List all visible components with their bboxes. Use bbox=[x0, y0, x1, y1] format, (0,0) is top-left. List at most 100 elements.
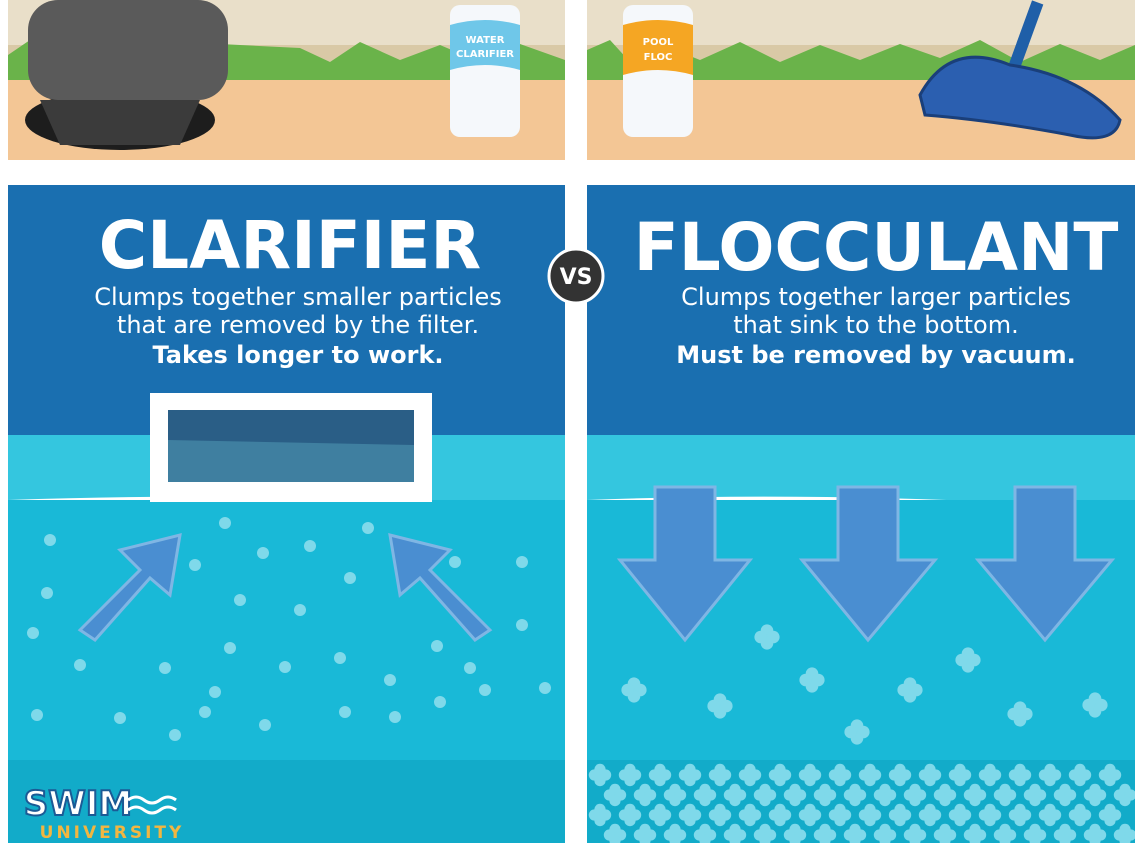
particle bbox=[619, 809, 630, 820]
particle bbox=[784, 789, 795, 800]
particle bbox=[1024, 829, 1035, 840]
particle bbox=[799, 674, 812, 687]
title: FLOCCULANT bbox=[634, 209, 1119, 286]
bottle-label: POOL bbox=[643, 37, 674, 48]
particle bbox=[257, 547, 269, 559]
emphasis: Must be removed by vacuum. bbox=[676, 341, 1076, 369]
particle bbox=[634, 789, 645, 800]
particle bbox=[844, 829, 855, 840]
particle bbox=[664, 789, 675, 800]
particle bbox=[1024, 789, 1035, 800]
particle bbox=[604, 789, 615, 800]
particle bbox=[754, 789, 765, 800]
particle bbox=[1099, 809, 1110, 820]
particle bbox=[897, 684, 910, 697]
particle bbox=[189, 559, 201, 571]
particle bbox=[1114, 829, 1125, 840]
particle bbox=[294, 604, 306, 616]
particle bbox=[589, 769, 600, 780]
particle bbox=[169, 729, 181, 741]
particle bbox=[934, 789, 945, 800]
particle bbox=[1069, 809, 1080, 820]
particle bbox=[919, 809, 930, 820]
particle bbox=[44, 534, 56, 546]
particle bbox=[949, 769, 960, 780]
particle bbox=[516, 619, 528, 631]
logo-name: SWIM bbox=[24, 784, 132, 824]
logo-subtitle: UNIVERSITY bbox=[40, 823, 185, 843]
particle bbox=[1084, 829, 1095, 840]
particle bbox=[219, 517, 231, 529]
particle bbox=[799, 809, 810, 820]
particle bbox=[649, 769, 660, 780]
particle bbox=[1039, 769, 1050, 780]
particle bbox=[904, 789, 915, 800]
particle bbox=[209, 686, 221, 698]
particle bbox=[964, 789, 975, 800]
particle bbox=[664, 829, 675, 840]
particle bbox=[769, 809, 780, 820]
particle bbox=[1009, 769, 1020, 780]
title: CLARIFIER bbox=[99, 207, 482, 284]
particle bbox=[889, 769, 900, 780]
bottle-label: WATER bbox=[466, 35, 505, 46]
right-panel: POOL FLOC FLOCCULANT Clumps together lar… bbox=[585, 0, 1135, 843]
particle bbox=[859, 769, 870, 780]
emphasis: Takes longer to work. bbox=[152, 341, 443, 369]
particle bbox=[739, 809, 750, 820]
particle bbox=[694, 829, 705, 840]
description: that sink to the bottom. bbox=[733, 311, 1018, 339]
particle bbox=[844, 726, 857, 739]
particle bbox=[949, 809, 960, 820]
particle bbox=[431, 640, 443, 652]
particle bbox=[709, 809, 720, 820]
particle bbox=[1009, 809, 1020, 820]
particle bbox=[1084, 789, 1095, 800]
particle bbox=[27, 627, 39, 639]
particle bbox=[994, 789, 1005, 800]
vs-label: VS bbox=[560, 265, 593, 290]
particle bbox=[919, 769, 930, 780]
page: {"left": {"bottle_label": ["WATER", "CLA… bbox=[0, 0, 1135, 843]
infographic: WATER CLARIFIER CLARIFIER Clumps togethe… bbox=[0, 0, 1135, 843]
particle bbox=[859, 809, 870, 820]
particle bbox=[1099, 769, 1110, 780]
particle bbox=[199, 706, 211, 718]
particle bbox=[1007, 708, 1020, 721]
particle bbox=[955, 654, 968, 667]
particle bbox=[449, 556, 461, 568]
particle bbox=[979, 809, 990, 820]
particle bbox=[739, 769, 750, 780]
particle bbox=[1114, 789, 1125, 800]
particle bbox=[621, 684, 634, 697]
particle bbox=[679, 769, 690, 780]
particle bbox=[1039, 809, 1050, 820]
particle bbox=[964, 829, 975, 840]
particle bbox=[619, 769, 630, 780]
particle bbox=[384, 674, 396, 686]
particle bbox=[724, 829, 735, 840]
particle bbox=[279, 661, 291, 673]
particle bbox=[829, 809, 840, 820]
particle bbox=[604, 829, 615, 840]
particle bbox=[334, 652, 346, 664]
particle bbox=[74, 659, 86, 671]
particle bbox=[709, 769, 720, 780]
particle bbox=[844, 789, 855, 800]
particle bbox=[889, 809, 900, 820]
particle bbox=[234, 594, 246, 606]
particle bbox=[539, 682, 551, 694]
particle bbox=[589, 809, 600, 820]
particle bbox=[1069, 769, 1080, 780]
particle bbox=[724, 789, 735, 800]
particle bbox=[362, 522, 374, 534]
particle bbox=[159, 662, 171, 674]
particle bbox=[389, 711, 401, 723]
left-panel: WATER CLARIFIER CLARIFIER Clumps togethe… bbox=[8, 0, 565, 843]
particle bbox=[904, 829, 915, 840]
particle bbox=[874, 789, 885, 800]
particle bbox=[829, 769, 840, 780]
particle bbox=[814, 829, 825, 840]
bottle-label: CLARIFIER bbox=[456, 49, 514, 60]
particle bbox=[694, 789, 705, 800]
